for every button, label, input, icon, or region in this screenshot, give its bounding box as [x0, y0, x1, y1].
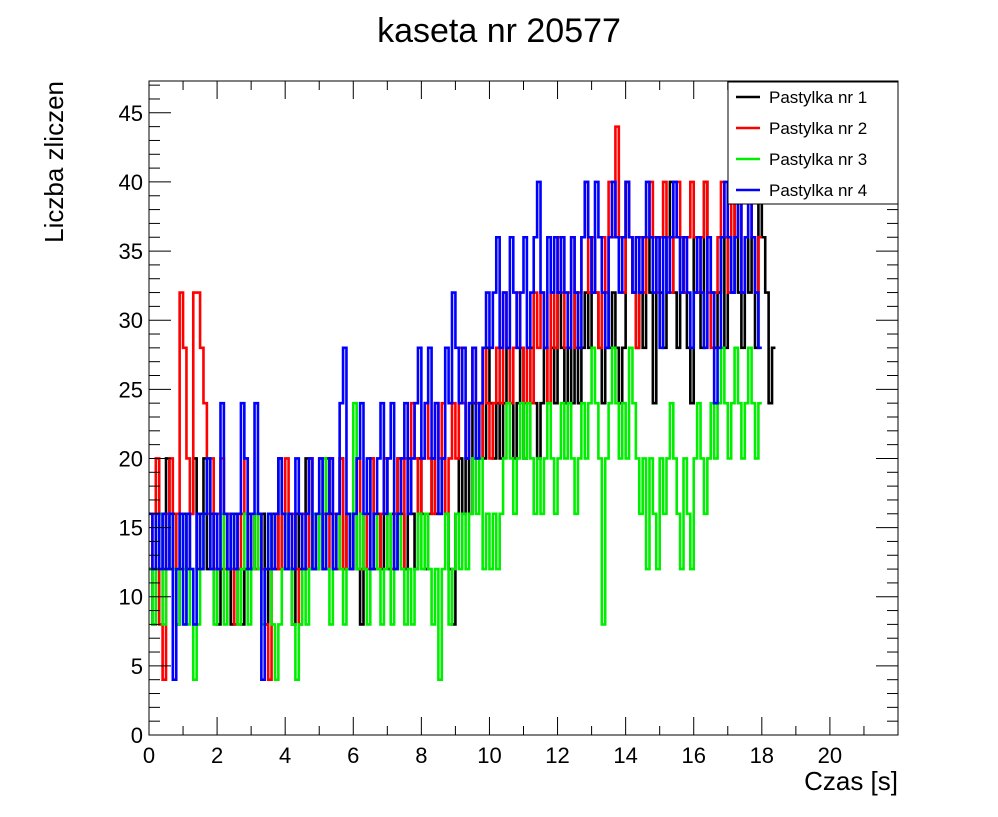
- series-layer: [149, 125, 776, 681]
- series-line-4: [149, 180, 762, 681]
- series-line-3: [149, 346, 762, 681]
- y-tick-label: 45: [119, 101, 143, 126]
- x-ticks: 0 2 4 6 8 10 12 14 16 18 20: [143, 81, 865, 768]
- x-tick-label: 8: [415, 743, 427, 768]
- x-axis-label: Czas [s]: [804, 766, 898, 796]
- chart-title: kaseta nr 20577: [377, 12, 621, 50]
- x-tick-label: 10: [477, 743, 501, 768]
- legend-label: Pastylka nr 3: [769, 150, 867, 169]
- y-tick-label: 30: [119, 308, 143, 333]
- legend-label: Pastylka nr 4: [769, 181, 867, 200]
- y-tick-label: 35: [119, 239, 143, 264]
- y-axis-label: Liczba zliczen: [39, 81, 69, 243]
- x-tick-label: 20: [818, 743, 842, 768]
- x-tick-label: 6: [347, 743, 359, 768]
- legend-label: Pastylka nr 1: [769, 88, 867, 107]
- x-tick-label: 0: [143, 743, 155, 768]
- y-tick-label: 20: [119, 446, 143, 471]
- legend: Pastylka nr 1 Pastylka nr 2 Pastylka nr 3 P…: [727, 81, 899, 205]
- legend-label: Pastylka nr 2: [769, 119, 867, 138]
- x-tick-label: 18: [750, 743, 774, 768]
- y-tick-label: 25: [119, 377, 143, 402]
- y-tick-label: 15: [119, 516, 143, 541]
- x-tick-label: 12: [545, 743, 569, 768]
- x-tick-label: 4: [279, 743, 291, 768]
- y-tick-label: 40: [119, 170, 143, 195]
- y-tick-label: 0: [131, 723, 143, 748]
- x-tick-label: 14: [613, 743, 637, 768]
- x-tick-label: 2: [211, 743, 223, 768]
- y-tick-label: 10: [119, 585, 143, 610]
- y-tick-label: 5: [131, 654, 143, 679]
- legend-box: [727, 81, 899, 205]
- x-tick-label: 16: [681, 743, 705, 768]
